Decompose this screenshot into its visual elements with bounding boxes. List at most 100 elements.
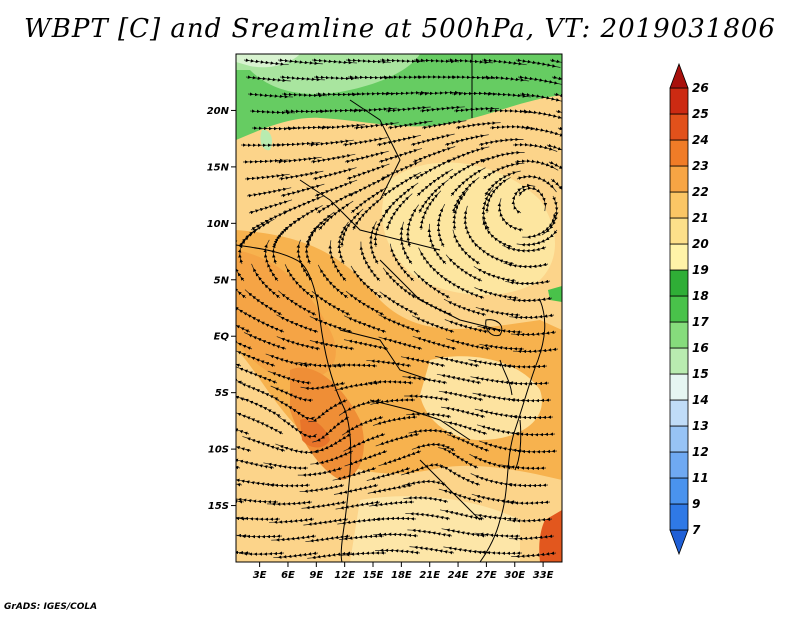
streamline <box>378 449 422 467</box>
streamline <box>236 458 275 470</box>
streamline <box>452 188 469 231</box>
streamline <box>439 509 485 521</box>
streamline <box>441 528 487 538</box>
streamline <box>343 315 387 334</box>
streamline <box>438 447 479 469</box>
streamline <box>236 439 252 453</box>
colorbar-label: 16 <box>692 341 709 355</box>
streamline <box>243 311 285 333</box>
streamline <box>265 353 310 368</box>
streamline <box>236 534 283 539</box>
streamline <box>236 547 251 555</box>
streamline <box>504 381 550 386</box>
streamline <box>269 517 315 524</box>
streamline <box>400 356 446 368</box>
streamline <box>509 313 555 320</box>
colorbar-segment <box>669 217 689 245</box>
colorbar-segment <box>669 373 689 401</box>
colorbar-label: 24 <box>692 133 709 147</box>
lon-tick-label: 30E <box>504 570 525 581</box>
grads-credit: GrADS: IGES/COLA <box>4 602 98 612</box>
streamline <box>513 347 559 354</box>
streamline <box>236 313 251 333</box>
map-field <box>236 54 562 562</box>
lon-tick-label: 24E <box>448 570 469 581</box>
colorbar-segment <box>669 269 689 297</box>
colorbar-segment <box>669 321 689 349</box>
streamline <box>408 428 454 436</box>
indian-ocean-coastline <box>479 299 546 562</box>
colorbar-label: 20 <box>692 237 709 251</box>
streamline <box>439 464 481 487</box>
longitude-axis: 3E 6E 9E 12E 15E 18E 21E 24E 27E 30E 33E <box>253 562 554 581</box>
streamline <box>345 290 385 316</box>
colorbar-segment <box>669 503 689 531</box>
border-sahel <box>299 179 441 251</box>
streamline <box>438 488 483 504</box>
streamline <box>378 314 421 334</box>
streamline <box>549 58 562 70</box>
lake-victoria <box>485 319 503 337</box>
streamline <box>497 198 524 232</box>
streamline <box>441 406 486 419</box>
streamline <box>242 414 284 435</box>
streamline <box>455 121 501 130</box>
streamline <box>480 150 525 163</box>
streamline <box>509 534 555 541</box>
border-central <box>379 259 501 331</box>
streamline <box>271 534 317 542</box>
streamline <box>443 546 489 555</box>
colorbar-label: 22 <box>692 185 709 199</box>
streamline <box>413 271 451 299</box>
streamline <box>473 266 517 283</box>
streamline <box>267 500 313 506</box>
lat-tick-label: 5S <box>215 388 229 399</box>
streamline <box>344 449 388 467</box>
coastlines-borders <box>236 54 546 562</box>
streamline <box>373 532 419 538</box>
streamline <box>236 292 249 316</box>
lon-tick-label: 27E <box>476 570 497 581</box>
streamline <box>317 264 349 299</box>
streamline <box>446 338 491 351</box>
chart-title: WBPT [C] and Sreamline at 500hPa, VT: 20… <box>24 14 776 44</box>
lat-tick-label: EQ <box>214 332 230 343</box>
streamline <box>548 160 562 186</box>
streamline <box>240 397 282 418</box>
colorbar-segment <box>669 399 689 427</box>
streamline <box>375 548 421 555</box>
streamline <box>236 494 245 504</box>
lon-tick-label: 6E <box>281 570 295 581</box>
streamline <box>367 483 413 494</box>
colorbar-label: 17 <box>692 315 709 329</box>
streamline <box>471 493 517 504</box>
streamline <box>453 106 499 113</box>
colorbar-label: 21 <box>692 211 709 225</box>
colorbar-label: 23 <box>692 159 709 173</box>
streamline <box>475 306 521 317</box>
streamline <box>406 412 452 419</box>
streamline <box>505 279 551 286</box>
streamline <box>505 500 551 505</box>
streamline <box>379 291 419 316</box>
streamline <box>479 440 524 453</box>
streamline <box>405 512 451 521</box>
streamlines-layer <box>236 58 562 560</box>
lon-tick-label: 9E <box>309 570 323 581</box>
lake-malawi <box>514 419 522 471</box>
streamline <box>411 315 455 334</box>
streamline <box>443 277 485 300</box>
streamline <box>506 398 552 403</box>
streamline <box>275 398 316 421</box>
colorbar-segment <box>669 243 689 271</box>
streamline <box>339 534 385 541</box>
streamline <box>407 528 453 538</box>
streamline <box>297 466 343 477</box>
lon-tick-label: 21E <box>419 570 440 581</box>
streamline <box>307 551 353 560</box>
streamline <box>546 143 562 162</box>
colorbar-label: 9 <box>692 497 700 511</box>
streamline <box>508 415 554 420</box>
streamline <box>447 434 490 453</box>
